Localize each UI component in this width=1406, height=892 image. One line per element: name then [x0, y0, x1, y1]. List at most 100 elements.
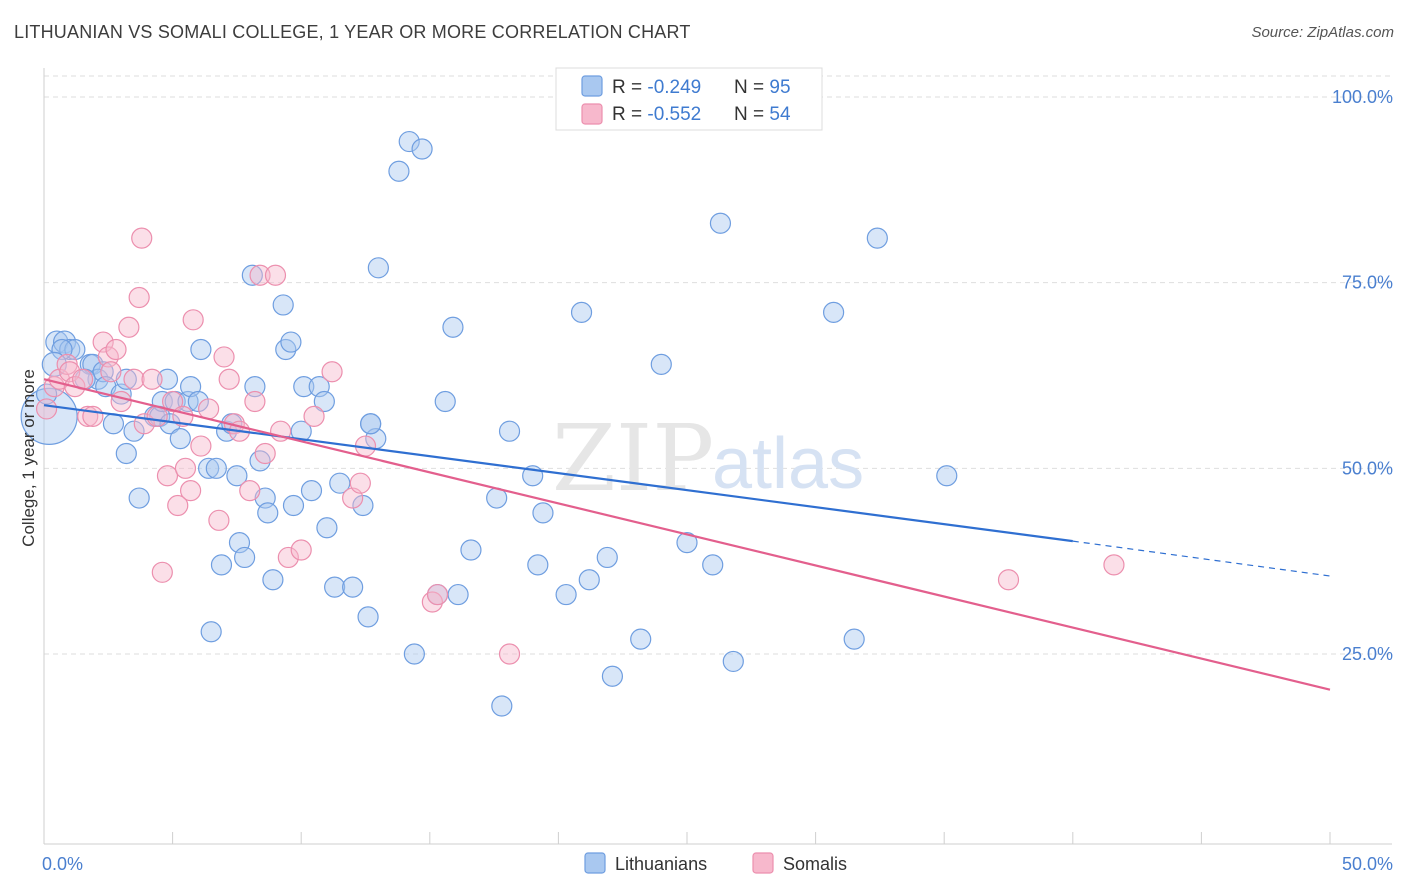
- y-tick-label-0: 100.0%: [1332, 87, 1393, 107]
- chart-title: LITHUANIAN VS SOMALI COLLEGE, 1 YEAR OR …: [14, 22, 691, 42]
- series-lithuanians: [20, 130, 958, 717]
- trend-line-somalis: [43, 378, 1331, 691]
- lithuanians-point-52: [316, 517, 338, 539]
- lithuanians-point-67: [442, 316, 464, 338]
- n-label-1: N =: [734, 77, 769, 98]
- lithuanians-point-34: [226, 465, 248, 487]
- lithuanians-point-93: [35, 383, 58, 405]
- lithuanians-point-14: [123, 420, 145, 442]
- lithuanians-point-13: [115, 368, 137, 390]
- somalis-point-36: [239, 480, 261, 502]
- lithuanians-point-84: [702, 554, 724, 576]
- x-ticks: [43, 832, 1331, 844]
- somalis-point-13: [110, 390, 132, 413]
- r-label-2: R =: [612, 104, 647, 125]
- lithuanians-point-88: [843, 628, 865, 650]
- lithuanians-point-48: [293, 376, 315, 398]
- lithuanians-point-56: [352, 494, 374, 517]
- lithuanians-point-12: [102, 413, 125, 435]
- somalis-point-51: [498, 643, 521, 665]
- somalis-point-0: [35, 398, 58, 420]
- somalis-point-40: [264, 264, 287, 286]
- r-value-1: -0.249: [647, 77, 701, 98]
- lithuanians-point-55: [342, 576, 364, 598]
- n-value-1: 95: [769, 77, 790, 98]
- lithuanians-point-43: [272, 294, 294, 316]
- somalis-point-11: [100, 361, 122, 383]
- lithuanians-point-75: [527, 554, 549, 576]
- lithuanians-point-26: [187, 390, 209, 413]
- somalis-point-30: [198, 398, 220, 420]
- lithuanians-point-63: [403, 643, 425, 665]
- somalis-point-19: [141, 368, 163, 390]
- trend-line-lithuanians: [43, 404, 1073, 543]
- lithuanians-point-53: [324, 576, 346, 598]
- lithuanians-point-78: [578, 569, 600, 591]
- bottom-legend-swatch-somalis: [752, 852, 774, 874]
- lithuanians-point-90: [936, 465, 958, 487]
- lithuanians-point-89: [866, 227, 888, 249]
- series-somalis: [35, 227, 1125, 665]
- y-tick-labels: 100.0% 75.0% 50.0% 25.0%: [1332, 87, 1393, 664]
- somalis-point-12: [105, 338, 127, 361]
- lithuanians-point-76: [555, 583, 577, 606]
- lithuanians-point-80: [601, 665, 624, 687]
- axes: [43, 68, 1392, 845]
- watermark-zip: ZIP: [552, 405, 714, 512]
- somalis-point-17: [131, 227, 153, 249]
- stats-n-row-1: N = 95: [734, 77, 791, 98]
- bottom-legend-label-lithuanians: Lithuanians: [615, 854, 707, 874]
- legend-swatch-lithuanians: [581, 75, 603, 97]
- lithuanians-point-37: [241, 264, 263, 286]
- lithuanians-point-86: [722, 650, 744, 673]
- somalis-point-14: [118, 316, 140, 338]
- lithuanians-point-15: [115, 442, 137, 465]
- r-value-2: -0.552: [647, 104, 701, 125]
- somalis-point-26: [174, 457, 197, 479]
- lithuanians-point-66: [434, 390, 456, 413]
- somalis-point-29: [190, 435, 212, 457]
- lithuanians-point-81: [630, 628, 652, 650]
- lithuanians-point-79: [596, 546, 618, 569]
- bottom-legend-label-somalis: Somalis: [783, 854, 847, 874]
- somalis-point-23: [162, 390, 184, 413]
- somalis-point-43: [290, 539, 312, 561]
- lithuanians-point-77: [570, 301, 593, 323]
- somalis-point-39: [254, 442, 276, 465]
- lithuanians-point-74: [532, 502, 554, 524]
- somalis-point-45: [321, 361, 343, 383]
- somalis-point-16: [128, 286, 150, 309]
- lithuanians-point-82: [650, 353, 672, 375]
- lithuanians-point-23: [169, 428, 191, 450]
- lithuanians-point-45: [280, 331, 302, 353]
- x-tick-label-left: 0.0%: [42, 854, 83, 874]
- somalis-point-32: [213, 346, 235, 368]
- legend-swatch-somalis: [581, 103, 603, 125]
- lithuanians-point-85: [709, 212, 732, 234]
- y-tick-label-1: 75.0%: [1342, 273, 1393, 293]
- somalis-point-44: [303, 405, 325, 427]
- lithuanians-point-38: [244, 376, 266, 398]
- chart-source: Source: ZipAtlas.com: [1251, 24, 1394, 41]
- lithuanians-point-62: [398, 130, 420, 153]
- lithuanians-point-61: [388, 160, 410, 182]
- lithuanians-point-29: [205, 457, 227, 479]
- stats-legend: R = -0.249 N = 95 R = -0.552 N = 54: [555, 67, 823, 131]
- lithuanians-point-16: [128, 487, 150, 509]
- lithuanians-point-20: [156, 368, 179, 390]
- lithuanians-point-30: [200, 621, 222, 643]
- n-value-2: 54: [769, 104, 791, 125]
- stats-n-row-2: N = 54: [734, 104, 791, 125]
- somalis-point-22: [156, 465, 179, 487]
- somalis-point-52: [997, 569, 1020, 591]
- trend-lines: [43, 378, 1331, 691]
- somalis-point-15: [123, 368, 145, 390]
- somalis-point-53: [1103, 554, 1125, 576]
- lithuanians-point-42: [262, 569, 284, 591]
- lithuanians-point-28: [198, 457, 220, 479]
- lithuanians-point-49: [300, 480, 323, 502]
- somalis-point-42: [277, 546, 299, 569]
- lithuanians-point-51: [313, 390, 335, 413]
- somalis-point-37: [244, 390, 266, 413]
